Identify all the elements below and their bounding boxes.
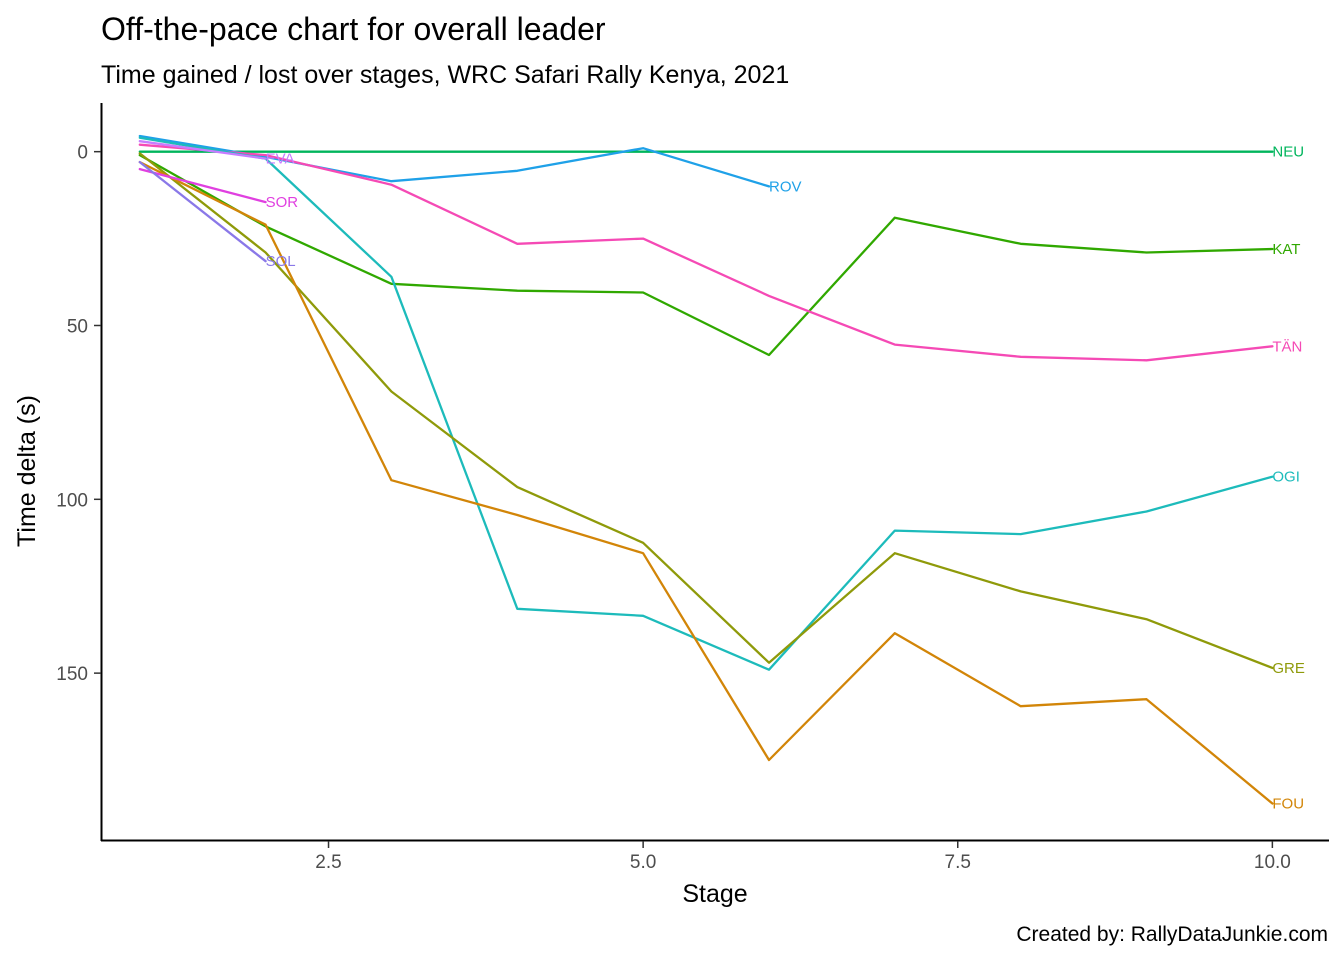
series-line-fou xyxy=(138,160,1274,805)
x-ticks: 2.5 5.0 7.5 10.0 xyxy=(315,841,1291,873)
y-axis-title: Time delta (s) xyxy=(13,395,41,547)
y-tick-label: 150 xyxy=(56,664,88,685)
series-line-gre xyxy=(138,152,1274,670)
chart-subtitle: Time gained / lost over stages, WRC Safa… xyxy=(101,61,789,89)
series-lines xyxy=(138,134,1274,805)
series-line-sol xyxy=(138,160,267,263)
series-line-kat xyxy=(138,153,1274,357)
y-tick-label: 100 xyxy=(56,490,88,511)
series-label: OGI xyxy=(1272,469,1300,486)
axes: 2.5 5.0 7.5 10.0 0 50 100 150 xyxy=(56,103,1329,873)
x-tick-label: 7.5 xyxy=(945,852,971,873)
chart-caption: Created by: RallyDataJunkie.com xyxy=(1016,923,1328,946)
x-tick-label: 5.0 xyxy=(630,852,656,873)
series-label: NEU xyxy=(1272,144,1304,161)
series-label: GRE xyxy=(1272,660,1305,677)
y-ticks: 0 50 100 150 xyxy=(56,143,101,685)
series-labels: NEU ROV KAT TÄN OGI GRE FOU EVA SOR SOL xyxy=(266,144,1305,813)
series-label: EVA xyxy=(266,151,295,168)
chart-title: Off-the-pace chart for overall leader xyxy=(101,11,606,47)
series-label: TÄN xyxy=(1272,338,1302,355)
series-line-eva xyxy=(138,140,267,160)
x-axis-title: Stage xyxy=(682,880,747,908)
y-tick-label: 50 xyxy=(67,316,88,337)
series-label: KAT xyxy=(1272,241,1300,258)
x-tick-label: 2.5 xyxy=(315,852,341,873)
series-label: FOU xyxy=(1272,795,1304,812)
series-line-tän xyxy=(138,143,1274,362)
series-line-sor xyxy=(138,167,267,204)
x-tick-label: 10.0 xyxy=(1254,852,1291,873)
series-label: SOL xyxy=(266,253,296,270)
y-tick-label: 0 xyxy=(77,143,88,164)
series-line-rov xyxy=(138,134,771,188)
series-label: SOR xyxy=(266,194,299,211)
series-label: ROV xyxy=(769,178,802,195)
series-line-ogi xyxy=(138,136,1274,671)
